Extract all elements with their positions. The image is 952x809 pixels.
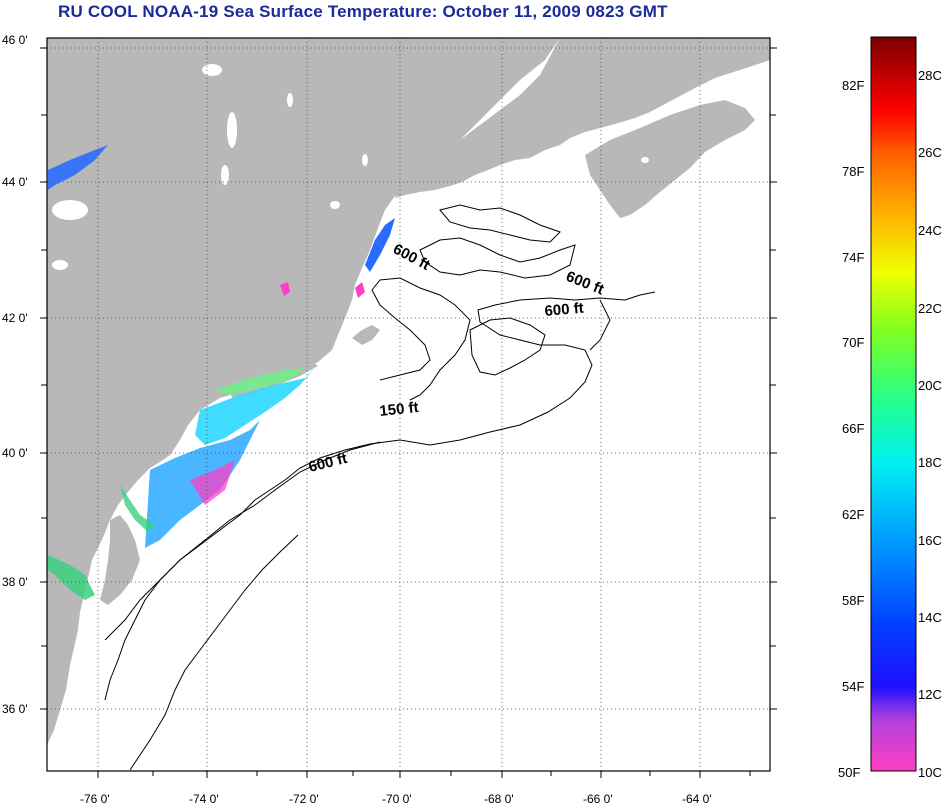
lat-label: 44 0' — [2, 175, 28, 189]
colorbar-f-label: 50F — [838, 765, 860, 780]
lon-label: -64 0' — [682, 792, 712, 806]
colorbar-c-labels: 28C 26C 24C 22C 20C 18C 16C 14C 12C 10C — [918, 68, 942, 780]
colorbar-f-label: 58F — [842, 593, 864, 608]
contour-label: 600 ft — [544, 300, 585, 320]
lon-label: -74 0' — [189, 792, 219, 806]
lon-label: -66 0' — [583, 792, 613, 806]
colorbar-c-label: 24C — [918, 223, 942, 238]
colorbar — [870, 36, 917, 772]
colorbar-c-label: 14C — [918, 610, 942, 625]
colorbar-f-label: 74F — [842, 250, 864, 265]
colorbar-c-label: 16C — [918, 533, 942, 548]
lon-label: -72 0' — [289, 792, 319, 806]
latitude-labels: 46 0' 44 0' 42 0' 40 0' 38 0' 36 0' — [2, 33, 28, 716]
colorbar-c-label: 10C — [918, 765, 942, 780]
graticule — [47, 38, 770, 771]
longitude-labels: -76 0' -74 0' -72 0' -70 0' -68 0' -66 0… — [80, 792, 712, 806]
map-frame — [46, 37, 771, 772]
colorbar-f-label: 66F — [842, 421, 864, 436]
lat-label: 42 0' — [2, 311, 28, 325]
colorbar-f-label: 70F — [842, 335, 864, 350]
colorbar-f-label: 54F — [842, 679, 864, 694]
sst-patches — [48, 145, 395, 600]
colorbar-c-label: 22C — [918, 301, 942, 316]
lon-label: -76 0' — [80, 792, 110, 806]
colorbar-c-label: 28C — [918, 68, 942, 83]
colorbar-c-label: 20C — [918, 378, 942, 393]
colorbar-f-labels: 82F 78F 74F 70F 66F 62F 58F 54F 50F — [838, 78, 864, 780]
bathymetry-contours — [104, 204, 656, 771]
lat-label: 40 0' — [2, 446, 28, 460]
colorbar-c-label: 26C — [918, 145, 942, 160]
land-masses — [47, 38, 770, 745]
map-title: RU COOL NOAA-19 Sea Surface Temperature:… — [58, 2, 668, 21]
colorbar-f-label: 82F — [842, 78, 864, 93]
lat-label: 46 0' — [2, 33, 28, 47]
colorbar-f-label: 78F — [842, 164, 864, 179]
contour-label: 150 ft — [379, 399, 420, 420]
lat-label: 38 0' — [2, 575, 28, 589]
colorbar-c-label: 18C — [918, 455, 942, 470]
frame-ticks — [40, 47, 777, 778]
lat-label: 36 0' — [2, 702, 28, 716]
lon-label: -70 0' — [382, 792, 412, 806]
colorbar-f-label: 62F — [842, 507, 864, 522]
lon-label: -68 0' — [484, 792, 514, 806]
colorbar-c-label: 12C — [918, 687, 942, 702]
